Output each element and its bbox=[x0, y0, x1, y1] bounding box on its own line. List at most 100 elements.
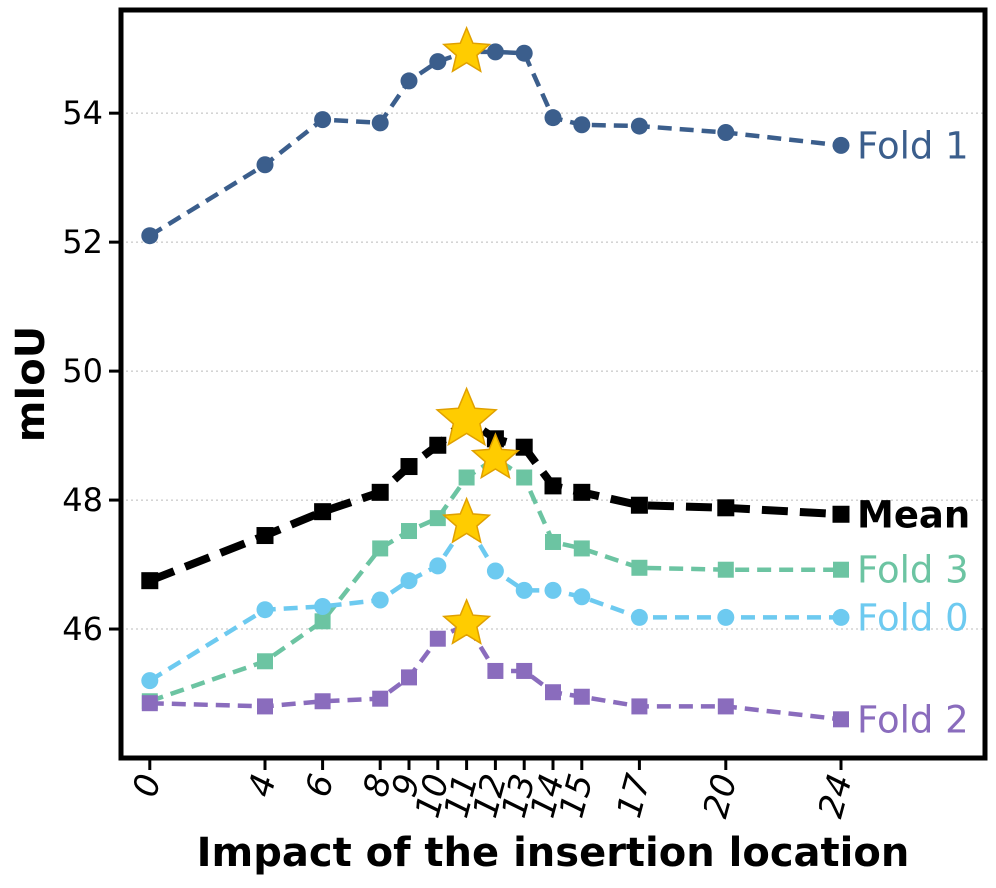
series-label-fold-3: Fold 3 bbox=[857, 549, 969, 592]
best-star-fold-0 bbox=[441, 496, 492, 544]
x-axis-title: Impact of the insertion location bbox=[197, 830, 910, 876]
x-tick-label: 20 bbox=[696, 770, 746, 822]
data-point-mean bbox=[717, 499, 735, 517]
y-tick-label: 46 bbox=[62, 610, 103, 648]
series-fold-0 bbox=[141, 520, 850, 690]
data-point-fold-1 bbox=[630, 117, 648, 135]
data-point-fold-1 bbox=[371, 114, 389, 132]
x-tick-label: 6 bbox=[298, 770, 342, 801]
data-point-mean bbox=[429, 436, 447, 454]
data-point-fold-1 bbox=[486, 43, 504, 61]
data-point-mean bbox=[371, 483, 389, 501]
series-label-fold-1: Fold 1 bbox=[857, 124, 969, 167]
x-tick-label: 17 bbox=[609, 770, 659, 822]
data-point-fold-0 bbox=[573, 588, 591, 606]
data-point-mean bbox=[141, 572, 159, 590]
series-line-fold-3 bbox=[149, 455, 841, 704]
data-point-mean bbox=[256, 527, 274, 545]
data-point-fold-0 bbox=[400, 572, 418, 590]
data-point-fold-3 bbox=[429, 510, 446, 527]
data-point-fold-3 bbox=[257, 653, 273, 670]
data-point-fold-3 bbox=[717, 561, 734, 578]
data-point-fold-0 bbox=[141, 672, 159, 690]
y-tick-label: 50 bbox=[62, 352, 103, 390]
x-tick-label: 0 bbox=[125, 770, 169, 801]
data-point-fold-2 bbox=[573, 688, 590, 705]
data-point-fold-2 bbox=[717, 698, 734, 715]
data-point-fold-1 bbox=[314, 111, 332, 129]
data-point-fold-0 bbox=[630, 608, 648, 626]
data-point-fold-0 bbox=[314, 597, 332, 615]
data-point-fold-0 bbox=[544, 581, 562, 599]
series-fold-2 bbox=[141, 621, 849, 728]
data-point-fold-2 bbox=[429, 630, 446, 647]
y-tick-label: 48 bbox=[62, 481, 103, 519]
data-point-fold-2 bbox=[372, 690, 389, 707]
data-point-fold-0 bbox=[371, 591, 389, 609]
data-point-fold-2 bbox=[314, 693, 331, 710]
series-label-mean: Mean bbox=[857, 493, 970, 536]
data-point-fold-0 bbox=[717, 608, 735, 626]
data-point-fold-1 bbox=[515, 44, 533, 62]
data-point-fold-3 bbox=[314, 613, 331, 630]
series-label-fold-0: Fold 0 bbox=[857, 596, 969, 639]
series-line-fold-2 bbox=[149, 621, 842, 722]
data-point-fold-1 bbox=[573, 116, 591, 134]
y-axis-ticks: 46 48 50 52 54 bbox=[62, 94, 121, 648]
y-tick-label: 54 bbox=[62, 94, 103, 132]
series-line-fold-0 bbox=[148, 520, 841, 683]
data-point-fold-0 bbox=[515, 581, 533, 599]
data-point-mean bbox=[630, 496, 648, 514]
data-point-fold-2 bbox=[401, 669, 417, 686]
data-point-fold-3 bbox=[833, 561, 849, 578]
x-tick-label: 4 bbox=[240, 770, 284, 801]
data-point-fold-1 bbox=[832, 136, 850, 154]
data-point-mean bbox=[314, 503, 332, 521]
best-star-mean bbox=[435, 386, 498, 447]
best-star-fold-2 bbox=[441, 597, 492, 645]
data-point-fold-3 bbox=[458, 469, 475, 486]
best-star-fold-1 bbox=[441, 25, 492, 73]
data-point-mean bbox=[515, 438, 533, 456]
data-point-mean bbox=[400, 458, 418, 476]
series-line-fold-1 bbox=[148, 49, 842, 238]
data-point-fold-0 bbox=[256, 601, 274, 619]
data-point-fold-0 bbox=[429, 557, 447, 575]
data-point-fold-3 bbox=[401, 523, 417, 540]
data-point-fold-3 bbox=[372, 540, 389, 557]
data-point-fold-2 bbox=[487, 662, 504, 679]
y-tick-label: 52 bbox=[62, 223, 103, 261]
data-point-mean bbox=[573, 483, 591, 501]
data-point-mean bbox=[832, 505, 850, 523]
gridlines bbox=[121, 112, 985, 630]
series-label-fold-2: Fold 2 bbox=[857, 698, 969, 741]
best-star-fold-3 bbox=[470, 432, 521, 480]
data-point-fold-1 bbox=[544, 109, 562, 127]
series-fold-3 bbox=[141, 455, 849, 710]
series-fold-1 bbox=[141, 43, 850, 245]
data-point-fold-2 bbox=[545, 684, 561, 701]
data-point-fold-3 bbox=[545, 533, 561, 550]
data-point-mean bbox=[544, 477, 562, 495]
series-mean bbox=[141, 415, 850, 590]
series-layer bbox=[141, 43, 850, 728]
x-tick-label: 24 bbox=[811, 770, 861, 822]
data-point-fold-3 bbox=[573, 540, 590, 557]
data-point-fold-3 bbox=[516, 469, 533, 486]
data-point-fold-1 bbox=[717, 124, 735, 142]
data-point-fold-2 bbox=[516, 662, 533, 679]
data-point-fold-1 bbox=[400, 72, 418, 90]
data-point-fold-2 bbox=[833, 711, 849, 728]
best-markers bbox=[435, 25, 521, 645]
data-point-fold-2 bbox=[257, 698, 273, 715]
data-point-fold-0 bbox=[486, 562, 504, 580]
data-point-fold-1 bbox=[429, 53, 447, 71]
data-point-fold-1 bbox=[256, 156, 274, 174]
y-axis-title: mIoU bbox=[8, 326, 54, 443]
data-point-fold-2 bbox=[141, 695, 158, 712]
data-point-fold-1 bbox=[141, 227, 159, 245]
data-point-fold-2 bbox=[631, 698, 648, 715]
